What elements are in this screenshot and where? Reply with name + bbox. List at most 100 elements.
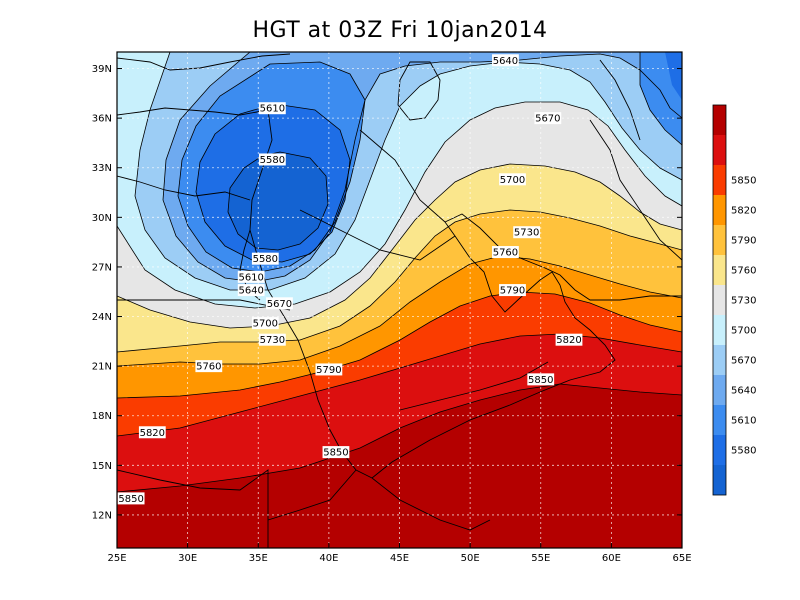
colorbar-swatch	[713, 375, 726, 405]
colorbar-label: 5610	[731, 416, 756, 427]
border-sudan-south	[117, 469, 269, 548]
x-tick-label: 60E	[602, 553, 621, 564]
contour-label: 5610	[260, 104, 285, 115]
x-tick-label: 45E	[390, 553, 409, 564]
x-tick-label: 55E	[531, 553, 550, 564]
contour-label-bg	[195, 360, 223, 373]
band-5490	[228, 152, 328, 250]
contour-label-bg	[266, 297, 293, 310]
contour-label-bg	[258, 102, 286, 115]
coastlines	[117, 53, 682, 548]
colorbar-swatch	[713, 345, 726, 375]
colorbar-swatch	[713, 435, 726, 465]
contour-label: 5640	[238, 286, 263, 297]
coastline-libya-egypt	[117, 175, 251, 201]
border-saudi-north	[299, 209, 456, 261]
contour-label: 5790	[500, 286, 525, 297]
coastline-black-sea	[117, 53, 291, 71]
contour-label-bg	[237, 270, 265, 283]
colorbar-swatch	[713, 135, 726, 165]
contour-label-bg	[237, 284, 265, 297]
colorbar-label: 5730	[731, 296, 756, 307]
contour-label-bg	[117, 492, 145, 505]
contour-label: 5700	[253, 319, 278, 330]
colorbar-label: 5790	[731, 236, 756, 247]
contour-label: 5640	[493, 56, 518, 67]
contour-line	[117, 333, 682, 437]
y-tick-label: 33N	[92, 163, 112, 174]
colorbar-frame	[712, 104, 727, 496]
contour-lines	[117, 52, 682, 493]
contour-label-bg	[492, 246, 519, 259]
border-iran-east	[599, 59, 641, 141]
contour-label: 5820	[556, 335, 581, 346]
y-tick-label: 21N	[92, 362, 112, 373]
contour-label-bg	[322, 446, 350, 459]
x-tick-label: 30E	[178, 553, 197, 564]
contour-label-bg	[138, 426, 166, 439]
colorbar-swatch	[713, 285, 726, 315]
contour-label: 5670	[535, 114, 560, 125]
coastline-arabian-peninsula	[371, 221, 616, 479]
contour-label-bg	[251, 317, 279, 330]
colorbar-swatch	[713, 405, 726, 435]
contour-label: 5850	[528, 375, 553, 386]
contour-line	[134, 52, 682, 291]
band-ne-low2	[665, 52, 682, 100]
contour-line	[117, 255, 682, 367]
grid-lines	[117, 52, 682, 548]
colorbar-label: 5640	[731, 386, 756, 397]
y-tick-label: 30N	[92, 213, 112, 224]
colorbar-label: 5580	[731, 446, 756, 457]
coastline-levant-red-sea	[249, 109, 373, 479]
contour-label: 5670	[267, 299, 292, 310]
colorbar: 5580 5610 5640 5670 5700 5730 5760 5790 5820 5850	[712, 104, 756, 496]
y-tick-label: 36N	[92, 114, 112, 125]
contour-label: 5760	[493, 248, 518, 259]
border-iraq-iran	[359, 129, 446, 223]
contour-labels: 5640 5670 5610 5580 5700 5730 5580 5610 5640 5670…	[117, 54, 583, 505]
y-tick-label: 27N	[92, 262, 112, 273]
colorbar-label: 5820	[731, 206, 756, 217]
y-tick-label: 18N	[92, 411, 112, 422]
x-tick-label: 40E	[319, 553, 338, 564]
contour-label-bg	[315, 363, 343, 376]
colorbar-swatch	[713, 105, 726, 135]
y-tick-label: 39N	[92, 64, 112, 75]
coastline-persian-gulf-north	[444, 213, 682, 301]
contour-label: 5850	[323, 448, 348, 459]
x-tick-label: 65E	[672, 553, 691, 564]
contour-line	[117, 383, 682, 493]
contour-label-bg	[527, 373, 555, 386]
contour-label: 5790	[316, 365, 341, 376]
y-tick-label: 15N	[92, 461, 112, 472]
contour-line	[117, 101, 682, 309]
contour-label-bg	[492, 54, 519, 67]
contour-line	[177, 61, 366, 273]
map-title: HGT at 03Z Fri 10jan2014	[252, 18, 548, 43]
contour-label: 5850	[118, 494, 143, 505]
contour-label-bg	[258, 153, 286, 166]
contour-label-bg	[258, 333, 286, 346]
contour-label: 5700	[500, 175, 525, 186]
contour-label-bg	[499, 284, 526, 297]
colorbar-label: 5760	[731, 266, 756, 277]
colorbar-swatch	[713, 255, 726, 285]
contour-line	[117, 163, 682, 329]
contour-label-bg	[251, 252, 279, 265]
colorbar-swatch	[713, 315, 726, 345]
y-tick-label: 24N	[92, 312, 112, 323]
contour-line	[227, 151, 329, 251]
x-tick-label: 50E	[461, 553, 480, 564]
contour-label: 5610	[238, 272, 263, 283]
contour-label: 5730	[514, 228, 539, 239]
contour-label-bg	[499, 173, 526, 186]
contour-label-bg	[513, 226, 541, 239]
x-tick-label: 35E	[249, 553, 268, 564]
border-horn-africa	[371, 477, 491, 531]
contour-label-bg	[555, 333, 583, 346]
contour-label: 5730	[260, 335, 285, 346]
y-tick-label: 12N	[92, 510, 112, 521]
coastline-mediterranean-north	[117, 107, 269, 116]
